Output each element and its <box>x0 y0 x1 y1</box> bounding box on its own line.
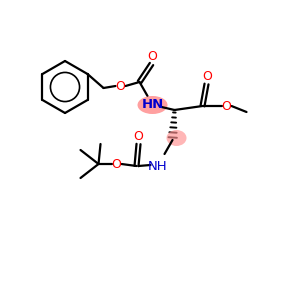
Ellipse shape <box>137 96 167 114</box>
Text: O: O <box>134 130 143 142</box>
Ellipse shape <box>167 130 187 146</box>
Text: HN: HN <box>141 98 164 112</box>
Text: O: O <box>148 50 158 62</box>
Text: O: O <box>112 158 122 170</box>
Text: NH: NH <box>148 160 167 173</box>
Text: O: O <box>222 100 232 112</box>
Text: O: O <box>116 80 125 92</box>
Text: O: O <box>202 70 212 83</box>
